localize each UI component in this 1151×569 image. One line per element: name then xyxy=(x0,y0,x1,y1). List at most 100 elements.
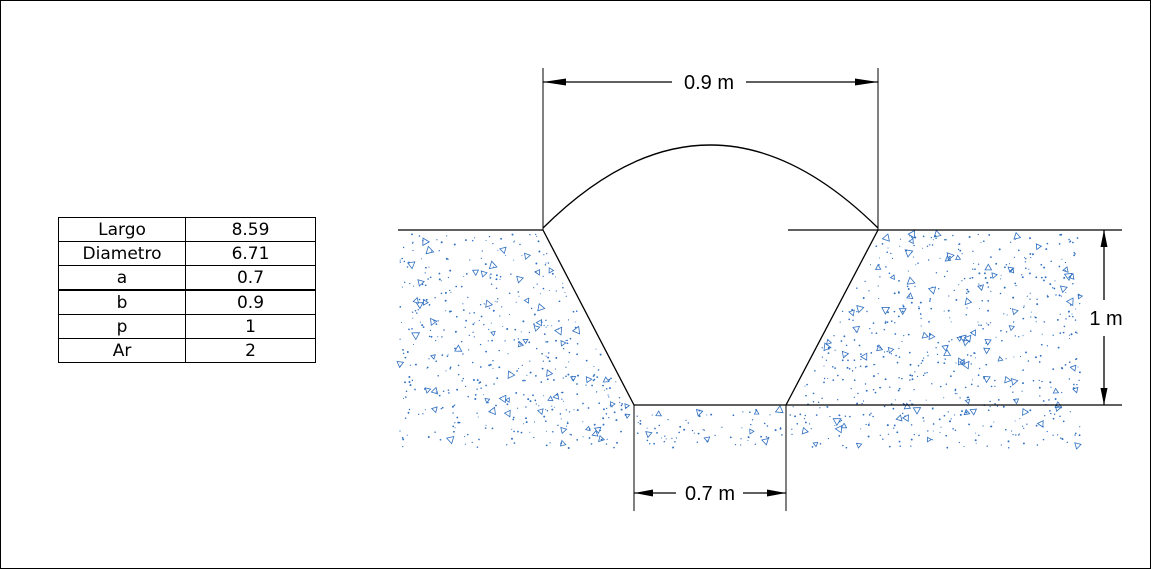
dimension-top-width: 0.9 m xyxy=(684,72,734,94)
soil-speckle xyxy=(714,434,716,437)
soil-speckle xyxy=(691,429,694,432)
soil-speckle xyxy=(555,290,557,292)
soil-speckle xyxy=(965,313,968,316)
soil-speckle xyxy=(893,310,896,313)
soil-speckle xyxy=(769,414,771,416)
soil-speckle xyxy=(1015,434,1017,436)
soil-speckle xyxy=(914,371,916,373)
soil-speckle xyxy=(1069,240,1071,242)
soil-speckle xyxy=(747,439,749,442)
soil-speckle xyxy=(1029,292,1031,294)
soil-speckle xyxy=(966,354,969,356)
soil-speckle xyxy=(471,441,473,444)
soil-aggregate xyxy=(430,386,439,395)
soil-speckle xyxy=(953,289,955,292)
soil-speckle xyxy=(1014,420,1016,422)
soil-aggregate xyxy=(585,376,593,384)
soil-speckle xyxy=(841,359,844,362)
soil-speckle xyxy=(473,312,475,314)
soil-speckle xyxy=(440,292,443,295)
soil-speckle xyxy=(1026,423,1028,425)
soil-speckle xyxy=(427,278,429,280)
soil-aggregate xyxy=(907,229,915,239)
soil-speckle xyxy=(879,386,882,389)
soil-speckle xyxy=(1013,356,1015,358)
soil-speckle xyxy=(449,366,452,369)
soil-speckle xyxy=(747,436,750,439)
soil-speckle xyxy=(926,245,929,247)
soil-speckle xyxy=(565,366,567,368)
soil-speckle xyxy=(562,286,564,289)
soil-speckle xyxy=(401,286,403,288)
soil-speckle xyxy=(675,437,678,439)
soil-speckle xyxy=(857,392,859,395)
soil-speckle xyxy=(870,412,872,415)
soil-speckle xyxy=(1010,241,1012,243)
soil-speckle xyxy=(893,424,896,427)
soil-speckle xyxy=(1040,343,1043,346)
soil-speckle xyxy=(766,425,769,427)
soil-speckle xyxy=(529,371,532,374)
soil-speckle xyxy=(1072,241,1074,244)
soil-speckle xyxy=(538,250,541,253)
soil-speckle xyxy=(901,412,904,415)
soil-aggregate xyxy=(534,269,541,276)
soil-speckle xyxy=(588,437,591,439)
soil-speckle xyxy=(602,384,604,387)
soil-speckle xyxy=(488,235,491,238)
soil-speckle xyxy=(794,415,797,418)
soil-speckle xyxy=(420,258,422,260)
soil-speckle xyxy=(514,240,516,242)
soil-speckle xyxy=(1026,295,1028,297)
soil-speckle xyxy=(1068,315,1071,318)
soil-aggregate xyxy=(602,376,610,383)
soil-speckle xyxy=(935,347,937,349)
soil-speckle xyxy=(658,424,661,427)
soil-speckle xyxy=(546,378,549,381)
soil-speckle xyxy=(885,320,887,323)
soil-speckle xyxy=(884,321,887,324)
soil-speckle xyxy=(910,438,913,441)
soil-speckle xyxy=(901,341,903,343)
soil-speckle xyxy=(462,353,464,355)
soil-speckle xyxy=(891,257,894,259)
soil-speckle xyxy=(867,435,870,438)
soil-speckle xyxy=(853,396,855,398)
soil-speckle xyxy=(875,245,878,248)
soil-speckle xyxy=(789,414,791,416)
soil-aggregate xyxy=(522,338,529,345)
soil-speckle xyxy=(608,417,610,419)
soil-aggregate xyxy=(548,267,555,274)
soil-speckle xyxy=(1063,276,1066,279)
soil-speckle xyxy=(821,347,823,349)
soil-aggregate xyxy=(415,302,424,310)
soil-speckle xyxy=(1019,356,1022,358)
soil-speckle xyxy=(562,400,564,402)
soil-speckle xyxy=(545,262,547,264)
soil-speckle xyxy=(840,340,843,342)
soil-speckle xyxy=(533,313,536,316)
soil-speckle xyxy=(837,399,839,401)
soil-aggregate xyxy=(430,317,438,327)
soil-speckle xyxy=(542,287,545,290)
soil-speckle xyxy=(425,298,428,301)
soil-speckle xyxy=(882,438,884,440)
soil-speckle xyxy=(978,367,981,370)
soil-speckle xyxy=(943,362,946,365)
soil-speckle xyxy=(1055,294,1057,296)
soil-speckle xyxy=(591,384,593,387)
soil-speckle xyxy=(1070,333,1073,336)
soil-speckle xyxy=(468,334,470,337)
soil-speckle xyxy=(791,433,793,436)
soil-speckle xyxy=(440,407,443,410)
soil-speckle xyxy=(950,321,952,323)
soil-speckle xyxy=(1076,383,1078,386)
soil-speckle xyxy=(489,363,492,366)
soil-speckle xyxy=(931,439,933,441)
soil-speckle xyxy=(518,368,520,370)
soil-speckle xyxy=(845,446,848,449)
trench-wall-right xyxy=(785,229,879,406)
soil-speckle xyxy=(462,303,464,305)
soil-speckle xyxy=(480,257,482,259)
soil-aggregate xyxy=(946,252,955,261)
